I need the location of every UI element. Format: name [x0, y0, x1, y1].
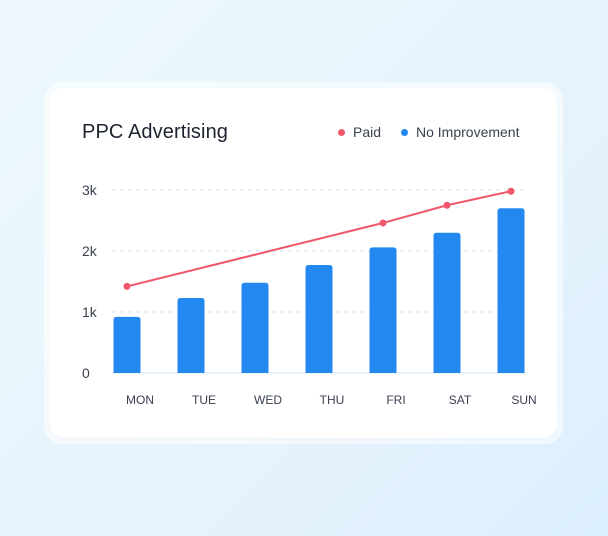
bar-wed[interactable] [241, 282, 269, 373]
bar-sun[interactable] [497, 208, 525, 373]
y-tick-label: 2k [82, 243, 98, 259]
legend-label-no-improvement: No Improvement [416, 124, 520, 140]
x-tick-label: SAT [449, 393, 472, 407]
legend-item-no-improvement[interactable]: No Improvement [401, 124, 519, 140]
bar-sat[interactable] [433, 232, 461, 373]
x-tick-label: SUN [511, 393, 536, 407]
y-tick-label: 3k [82, 182, 98, 198]
bar-tue[interactable] [177, 297, 205, 373]
y-tick-label: 0 [82, 365, 90, 381]
x-tick-label: WED [254, 393, 282, 407]
paid-point-fri[interactable] [379, 219, 387, 227]
legend-dot-paid [338, 128, 345, 136]
line-series [123, 187, 515, 290]
paid-point-mon[interactable] [123, 282, 131, 290]
x-tick-label: THU [320, 393, 345, 407]
legend-dot-no-improvement [401, 128, 408, 136]
chart-card [50, 88, 557, 438]
paid-point-sun[interactable] [507, 187, 515, 195]
legend-item-paid[interactable]: Paid [338, 124, 381, 140]
x-axis: MON TUE WED THU FRI SAT SUN [126, 393, 537, 407]
x-tick-label: MON [126, 393, 154, 407]
bar-mon[interactable] [113, 316, 141, 373]
bar-series [113, 208, 525, 373]
bar-fri[interactable] [369, 247, 397, 373]
paid-point-sat[interactable] [443, 201, 451, 209]
paid-line [126, 190, 512, 288]
bar-thu[interactable] [305, 265, 333, 373]
x-tick-label: FRI [386, 393, 405, 407]
chart-title: PPC Advertising [82, 121, 229, 143]
x-tick-label: TUE [192, 393, 216, 407]
y-tick-label: 1k [82, 304, 98, 320]
legend-label-paid: Paid [353, 124, 382, 140]
y-axis: 0 1k 2k 3k [82, 182, 98, 381]
